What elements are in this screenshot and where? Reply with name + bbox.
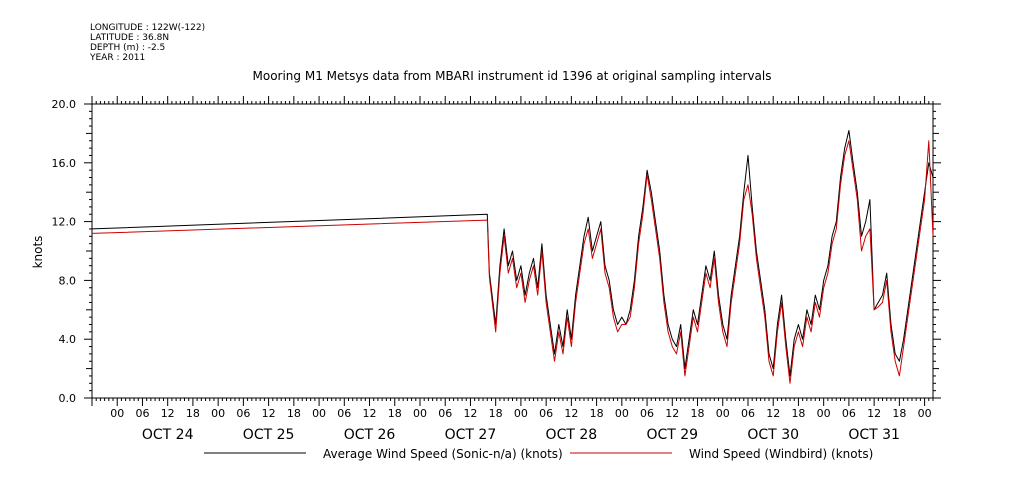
day-label: OCT 29 xyxy=(646,427,698,443)
day-labels: OCT 24 OCT 25 OCT 26 OCT 27 OCT 28 OCT 29 OCT … xyxy=(142,427,900,443)
y-tick-label: 4.0 xyxy=(59,333,77,346)
y-tick-label: 8.0 xyxy=(59,274,77,287)
legend: Average Wind Speed (Sonic-n/a) (knots) W… xyxy=(204,447,873,461)
x-tick-label: 00 xyxy=(211,407,225,420)
x-tick-label: 00 xyxy=(716,407,730,420)
day-label: OCT 25 xyxy=(243,427,295,443)
y-tick-label: 0.0 xyxy=(59,392,77,405)
x-tick-label: 18 xyxy=(791,407,805,420)
x-tick-label: 12 xyxy=(463,407,477,420)
series-lines xyxy=(91,130,934,384)
x-tick-label: 06 xyxy=(640,407,654,420)
x-tick-label: 06 xyxy=(438,407,452,420)
x-tick-label: 06 xyxy=(135,407,149,420)
day-label: OCT 27 xyxy=(445,427,497,443)
chart-title: Mooring M1 Metsys data from MBARI instru… xyxy=(253,69,772,83)
metadata-block: LONGITUDE : 122W(-122) LATITUDE : 36.8N … xyxy=(89,23,205,63)
legend-label-windbird: Wind Speed (Windbird) (knots) xyxy=(689,447,873,461)
x-tick-label: 00 xyxy=(312,407,326,420)
day-label: OCT 30 xyxy=(747,427,799,443)
y-tick-label: 12.0 xyxy=(52,216,77,229)
x-tick-label: 12 xyxy=(363,407,377,420)
y-axis-label: knots xyxy=(31,236,45,269)
x-axis: 00 06 12 18 00 06 12 18 00 06 12 18 00 06 12 18 00 06 12 18… xyxy=(91,96,934,420)
x-tick-label: 18 xyxy=(388,407,402,420)
x-tick-label: 00 xyxy=(110,407,124,420)
x-tick-label: 18 xyxy=(590,407,604,420)
x-tick-label: 00 xyxy=(817,407,831,420)
y-axis: 0.0 4.0 8.0 12.0 16.0 20.0 xyxy=(52,98,941,405)
x-tick-label: 18 xyxy=(489,407,503,420)
x-tick-label: 18 xyxy=(186,407,200,420)
x-tick-label: 06 xyxy=(539,407,553,420)
series-line-windbird-wind-speed xyxy=(91,140,934,384)
x-tick-label: 12 xyxy=(867,407,881,420)
x-tick-label: 12 xyxy=(766,407,780,420)
legend-label-average: Average Wind Speed (Sonic-n/a) (knots) xyxy=(323,447,563,461)
y-tick-label: 20.0 xyxy=(52,98,77,111)
year-text: YEAR : 2011 xyxy=(89,53,145,63)
x-tick-label: 12 xyxy=(262,407,276,420)
x-tick-label: 12 xyxy=(564,407,578,420)
x-tick-label: 12 xyxy=(665,407,679,420)
y-tick-label: 16.0 xyxy=(52,157,77,170)
x-tick-label: 06 xyxy=(842,407,856,420)
x-tick-label: 12 xyxy=(161,407,175,420)
day-label: OCT 26 xyxy=(344,427,396,443)
day-label: OCT 28 xyxy=(546,427,598,443)
x-tick-label: 18 xyxy=(691,407,705,420)
depth-text: DEPTH (m) : -2.5 xyxy=(90,43,165,53)
latitude-text: LATITUDE : 36.8N xyxy=(90,33,169,43)
x-tick-label: 18 xyxy=(892,407,906,420)
x-tick-label: 00 xyxy=(413,407,427,420)
x-tick-label: 06 xyxy=(741,407,755,420)
series-line-average-wind-speed xyxy=(91,130,934,377)
x-tick-label: 00 xyxy=(514,407,528,420)
x-tick-label: 06 xyxy=(236,407,250,420)
day-label: OCT 24 xyxy=(142,427,194,443)
x-tick-label: 18 xyxy=(287,407,301,420)
x-tick-label: 06 xyxy=(337,407,351,420)
x-tick-label: 00 xyxy=(615,407,629,420)
day-label: OCT 31 xyxy=(848,427,900,443)
x-tick-label: 00 xyxy=(918,407,932,420)
longitude-text: LONGITUDE : 122W(-122) xyxy=(90,23,205,33)
